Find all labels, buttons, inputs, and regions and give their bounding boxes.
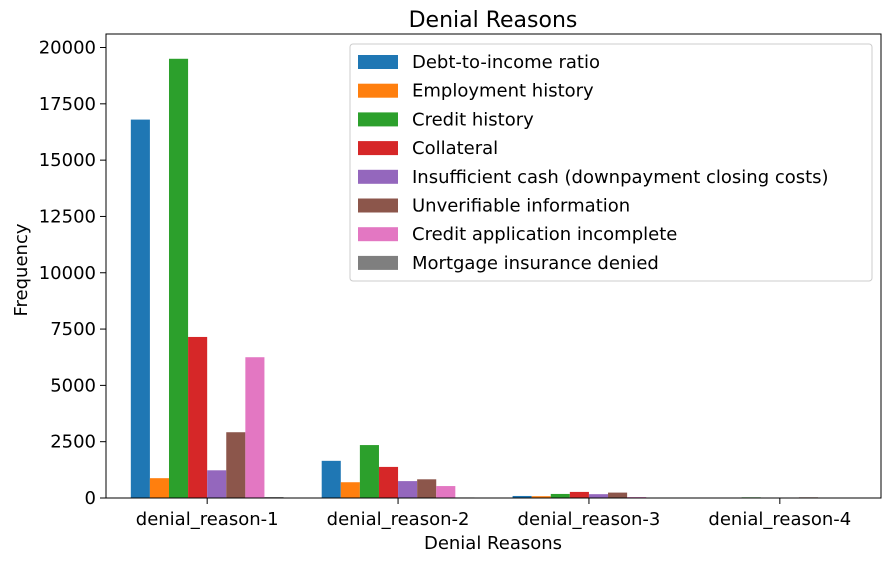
legend: Debt-to-income ratio Employment history Cr… bbox=[349, 43, 873, 282]
y-tick-label: 15000 bbox=[39, 150, 96, 171]
legend-swatch bbox=[358, 169, 398, 184]
legend-swatch bbox=[358, 112, 398, 127]
x-tick-label: denial_reason-1 bbox=[136, 509, 279, 530]
bar-6-1 bbox=[226, 432, 246, 498]
y-axis-label: Frequency bbox=[11, 223, 32, 316]
bars-group bbox=[130, 58, 819, 499]
bar-2-1 bbox=[149, 478, 169, 498]
bar-6-3 bbox=[608, 492, 628, 498]
legend-swatch bbox=[358, 55, 398, 69]
legend-swatch bbox=[358, 83, 398, 98]
plot-frame bbox=[105, 33, 882, 499]
bar-7-2 bbox=[436, 486, 456, 498]
bar-4-2 bbox=[378, 466, 399, 498]
legend-label: Unverifiable information bbox=[412, 196, 630, 217]
bar-7-1 bbox=[245, 357, 265, 498]
bar-4-1 bbox=[188, 336, 208, 498]
x-tick-label: denial_reason-4 bbox=[708, 509, 851, 530]
y-tick-label: 17500 bbox=[39, 94, 96, 115]
legend-label: Mortgage insurance denied bbox=[412, 253, 659, 274]
legend-label: Debt-to-income ratio bbox=[412, 52, 600, 73]
legend-label: Employment history bbox=[412, 81, 594, 102]
bar-4-3 bbox=[569, 491, 589, 498]
bar-1-3 bbox=[512, 495, 532, 498]
legend-label: Credit history bbox=[412, 109, 534, 130]
chart-title: Denial Reasons bbox=[409, 8, 578, 33]
bar-3-2 bbox=[359, 445, 379, 498]
legend-label: Insufficient cash (downpayment closing c… bbox=[412, 167, 829, 188]
x-tick-label: denial_reason-2 bbox=[327, 509, 470, 530]
bar-5-3 bbox=[588, 494, 609, 498]
bar-5-2 bbox=[398, 481, 418, 498]
bar-3-1 bbox=[168, 58, 189, 498]
legend-label: Collateral bbox=[412, 138, 498, 159]
y-tick-label: 2500 bbox=[50, 432, 96, 453]
bar-1-1 bbox=[130, 119, 150, 499]
y-tick-label: 5000 bbox=[50, 375, 96, 396]
y-tick-label: 20000 bbox=[39, 38, 96, 59]
bar-2-3 bbox=[531, 496, 551, 498]
legend-swatch bbox=[358, 198, 398, 213]
y-tick-label: 7500 bbox=[50, 319, 96, 340]
y-axis-ticks: 0 2500 5000 7500 10000 12500 15000 17500 20000 bbox=[39, 38, 106, 509]
bar-2-2 bbox=[340, 482, 360, 498]
x-axis-label: Denial Reasons bbox=[424, 533, 562, 554]
legend-swatch bbox=[358, 227, 398, 242]
bar-6-2 bbox=[417, 479, 437, 498]
legend-swatch bbox=[358, 255, 398, 270]
bar-5-1 bbox=[207, 470, 227, 498]
legend-box bbox=[349, 43, 873, 282]
x-axis-ticks: denial_reason-1 denial_reason-2 denial_rea… bbox=[136, 498, 851, 530]
y-tick-label: 0 bbox=[85, 488, 96, 509]
y-tick-label: 10000 bbox=[39, 263, 96, 284]
legend-label: Credit application incomplete bbox=[412, 224, 677, 245]
y-tick-label: 12500 bbox=[39, 206, 96, 227]
x-tick-label: denial_reason-3 bbox=[518, 509, 661, 530]
bar-1-2 bbox=[321, 460, 341, 498]
bar-3-3 bbox=[550, 493, 570, 498]
legend-swatch bbox=[358, 141, 398, 156]
